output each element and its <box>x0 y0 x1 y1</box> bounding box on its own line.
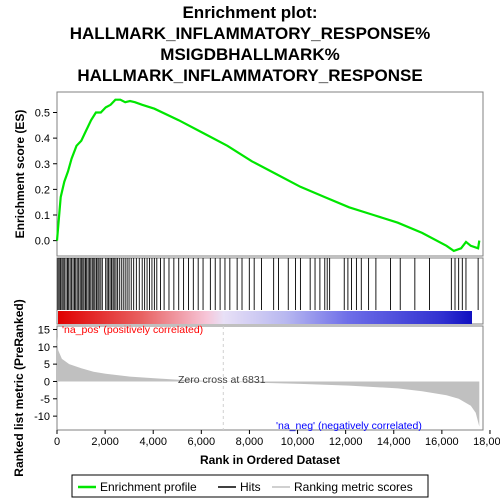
x-tick-label: 0 <box>54 436 60 448</box>
legend: Enrichment profile Hits Ranking metric s… <box>71 474 429 498</box>
negative-correlation-label: 'na_neg' (negatively correlated) <box>276 420 422 432</box>
zero-cross-label: Zero cross at 6831 <box>178 374 266 386</box>
enrichment-profile-line <box>55 98 481 253</box>
es-panel: 0.0 0.1 0.2 0.3 0.4 0.5 <box>35 91 484 257</box>
legend-label-hits: Hits <box>240 480 261 494</box>
title-line: HALLMARK_INFLAMMATORY_RESPONSE% <box>69 24 431 43</box>
legend-box <box>71 474 429 498</box>
x-axis-label: Rank in Ordered Dataset <box>200 453 340 467</box>
es-y-tick-label: 0.3 <box>35 159 50 171</box>
x-tick-label: 14,000 <box>377 436 411 448</box>
x-tick-label: 6,000 <box>188 436 216 448</box>
chart-title: Enrichment plot: HALLMARK_INFLAMMATORY_R… <box>0 2 500 86</box>
x-tick-label: 8,000 <box>236 436 264 448</box>
es-y-tick-label: 0.1 <box>35 210 50 222</box>
metric-y-tick-label: -5 <box>40 394 50 406</box>
title-line: MSIGDBHALLMARK% <box>160 45 340 64</box>
es-y-tick-label: 0.2 <box>35 184 50 196</box>
x-tick-label: 4,000 <box>139 436 167 448</box>
es-y-axis-label: Enrichment score (ES) <box>13 110 27 239</box>
metric-panel: 15 10 5 0 -5 -10 'na_pos' (positively correla… <box>34 324 484 432</box>
metric-y-ticks: 15 10 5 0 -5 -10 <box>34 324 57 423</box>
x-axis-ticks: 0 2,000 4,000 6,000 8,000 10,000 12,000 14,000 1… <box>54 430 500 448</box>
x-tick-label: 10,000 <box>281 436 315 448</box>
es-y-tick-label: 0.5 <box>35 108 50 120</box>
es-y-tick-label: 0.4 <box>35 133 50 145</box>
metric-y-tick-label: 0 <box>44 376 50 388</box>
title-line: HALLMARK_INFLAMMATORY_RESPONSE <box>77 66 423 85</box>
rank-color-bar <box>58 311 472 324</box>
x-tick-label: 2,000 <box>91 436 119 448</box>
metric-y-tick-label: -10 <box>34 411 50 423</box>
positive-correlation-label: 'na_pos' (positively correlated) <box>62 324 203 336</box>
metric-y-axis-label: Ranked list metric (PreRanked) <box>12 299 26 476</box>
x-tick-label: 16,000 <box>425 436 459 448</box>
metric-y-tick-label: 15 <box>38 324 50 336</box>
legend-label-ranking: Ranking metric scores <box>294 480 413 494</box>
hits-panel <box>56 257 484 325</box>
x-tick-label: 18,000 <box>473 436 500 448</box>
title-line: Enrichment plot: <box>182 3 318 22</box>
metric-y-tick-label: 5 <box>44 359 50 371</box>
ranking-metric-area <box>57 336 480 427</box>
x-tick-label: 12,000 <box>329 436 363 448</box>
metric-y-tick-label: 10 <box>38 342 50 354</box>
es-y-ticks: 0.0 0.1 0.2 0.3 0.4 0.5 <box>35 108 57 248</box>
es-y-tick-label: 0.0 <box>35 236 50 248</box>
legend-label-enrichment: Enrichment profile <box>100 480 197 494</box>
hit-markers <box>57 258 479 310</box>
